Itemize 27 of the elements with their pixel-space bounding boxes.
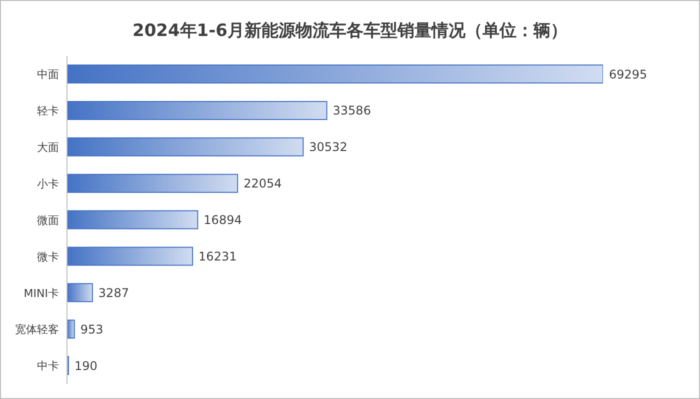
bar — [67, 246, 194, 266]
y-tick-label: 中面 — [37, 68, 59, 82]
data-label: 22054 — [244, 176, 282, 191]
data-label: 33586 — [332, 104, 371, 118]
bar — [67, 137, 304, 156]
data-label: 3287 — [98, 286, 129, 300]
data-label: 30532 — [309, 140, 348, 154]
y-tick-label: 小卡 — [37, 177, 59, 190]
y-tick-label: 微面 — [37, 214, 59, 227]
y-tick-label: 宽体轻客 — [15, 323, 59, 336]
bar — [67, 174, 238, 193]
y-tick-label: 中卡 — [37, 360, 59, 373]
y-tick-label: MINI卡 — [24, 286, 59, 300]
bar — [67, 283, 93, 302]
bar — [67, 210, 198, 230]
bar — [67, 320, 75, 339]
data-label: 16231 — [198, 249, 237, 264]
data-label: 69295 — [609, 67, 648, 82]
y-tick-label: 轻卡 — [37, 104, 59, 118]
y-tick-label: 微卡 — [37, 250, 59, 264]
data-label: 190 — [74, 358, 98, 373]
bar — [67, 100, 328, 120]
chart-title: 2024年1-6月新能源物流车各车型销量情况（单位：辆） — [131, 20, 569, 42]
y-tick-label: 大面 — [37, 141, 59, 154]
data-label: 953 — [80, 322, 104, 336]
data-label: 16894 — [204, 213, 242, 228]
bar — [67, 64, 603, 84]
